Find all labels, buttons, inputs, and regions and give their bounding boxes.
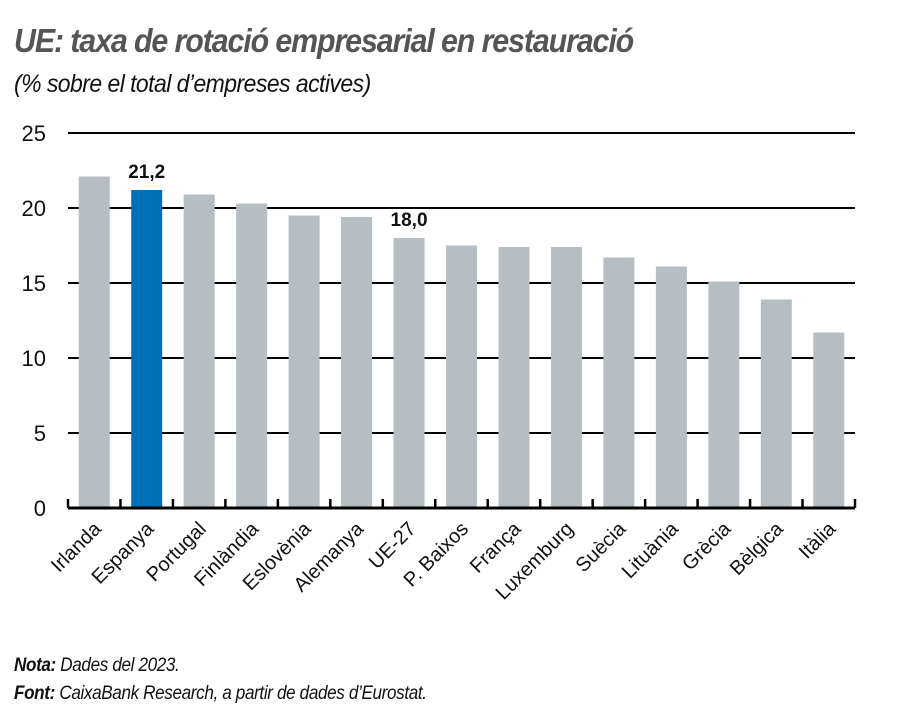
chart-subtitle: (% sobre el total d’empreses actives) [14,70,371,98]
y-tick-label: 25 [22,121,46,146]
y-tick-label: 0 [34,496,46,521]
source: Font: CaixaBank Research, a partir de da… [14,683,427,705]
x-axis-label: Lituània [618,517,684,583]
bar-fran-a [498,247,530,508]
bar-litu-nia [655,266,687,508]
bar-su-cia [603,257,635,508]
data-labels: 21,2 18,0 [128,162,427,231]
bar-it-lia [813,332,845,508]
bar-gr-cia [708,281,740,508]
bar-p-baixos [446,245,477,508]
x-axis-label: Bèlgica [726,517,789,580]
y-tick-label: 10 [22,346,46,371]
chart-title: UE: taxa de rotació empresarial en resta… [14,22,634,59]
x-axis-labels: IrlandaEspanyaPortugalFinlàndiaEslovènia… [47,517,841,604]
bar-alemanya [341,217,373,508]
bar-ue-27 [393,238,425,508]
bar-b-lgica [760,299,792,508]
source-label: Font: [14,683,55,704]
bar-finl-ndia [236,203,268,508]
data-label: 18,0 [391,210,428,231]
note-text: Dades del 2023. [55,655,180,676]
bar-luxemburg [550,247,582,508]
x-axis-label: Itàlia [795,517,841,563]
bar-espanya [131,190,163,508]
bar-portugal [183,194,215,508]
bar-eslov-nia [288,215,320,508]
x-axis [66,499,857,510]
y-tick-label: 5 [34,421,46,446]
source-text: CaixaBank Research, a partir de dades d’… [54,683,427,704]
y-tick-label: 20 [22,196,46,221]
bar-irlanda [78,176,110,508]
bars [78,176,845,508]
note: Nota: Dades del 2023. [14,655,180,677]
y-axis-ticks: 0 5 10 15 20 25 [22,121,46,521]
y-tick-label: 15 [22,271,46,296]
data-label: 21,2 [128,162,165,183]
note-label: Nota: [14,655,56,676]
